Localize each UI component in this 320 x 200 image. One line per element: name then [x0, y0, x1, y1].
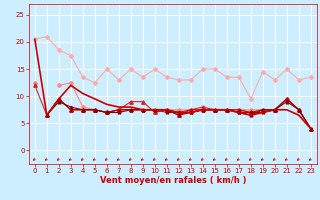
X-axis label: Vent moyen/en rafales ( km/h ): Vent moyen/en rafales ( km/h ) [100, 176, 246, 185]
